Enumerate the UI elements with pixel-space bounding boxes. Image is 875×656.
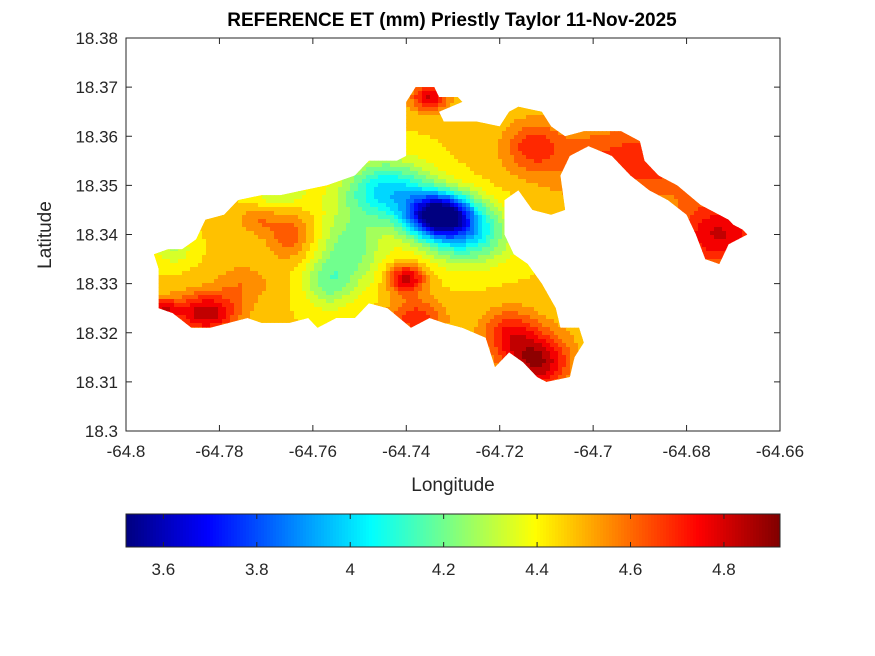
x-tick-label: -64.78 [195, 442, 243, 461]
x-tick-label: -64.7 [574, 442, 613, 461]
x-axis: -64.8 -64.78 -64.76 -64.74 -64.72 -64.7 -64.68… [107, 38, 804, 461]
x-tick-label: -64.8 [107, 442, 146, 461]
y-tick-label: 18.36 [75, 127, 118, 146]
y-tick-label: 18.34 [75, 226, 118, 245]
y-tick-label: 18.38 [75, 29, 118, 48]
colorbar-tick-label: 4 [345, 560, 354, 579]
colorbar-frame [125, 513, 781, 548]
x-tick-label: -64.76 [289, 442, 337, 461]
colorbar-tick-label: 4.2 [432, 560, 456, 579]
x-tick-label: -64.74 [382, 442, 430, 461]
colorbar-tick-label: 3.8 [245, 560, 269, 579]
x-axis-label: Longitude [411, 475, 494, 496]
y-tick-label: 18.35 [75, 176, 118, 195]
y-tick-label: 18.31 [75, 373, 118, 392]
colorbar-gradient [126, 514, 781, 547]
colorbar-tick-label: 4.6 [619, 560, 643, 579]
colorbar-tick-label: 4.4 [525, 560, 549, 579]
colorbar-ticks: 3.6 3.8 4 4.2 4.4 4.6 4.8 [152, 514, 736, 579]
x-tick-label: -64.68 [662, 442, 710, 461]
y-tick-label: 18.3 [85, 422, 118, 441]
y-axis: 18.3 18.31 18.32 18.33 18.34 18.35 18.36 18.37 1… [75, 29, 780, 441]
y-tick-label: 18.33 [75, 275, 118, 294]
y-tick-label: 18.32 [75, 324, 118, 343]
chart-title: REFERENCE ET (mm) Priestly Taylor 11-Nov… [227, 10, 677, 31]
colorbar-tick-label: 3.6 [152, 560, 176, 579]
x-tick-label: -64.66 [756, 442, 804, 461]
x-tick-label: -64.72 [476, 442, 524, 461]
y-axis-label: Latitude [35, 201, 56, 269]
colorbar-tick-label: 4.8 [712, 560, 736, 579]
y-tick-label: 18.37 [75, 78, 118, 97]
